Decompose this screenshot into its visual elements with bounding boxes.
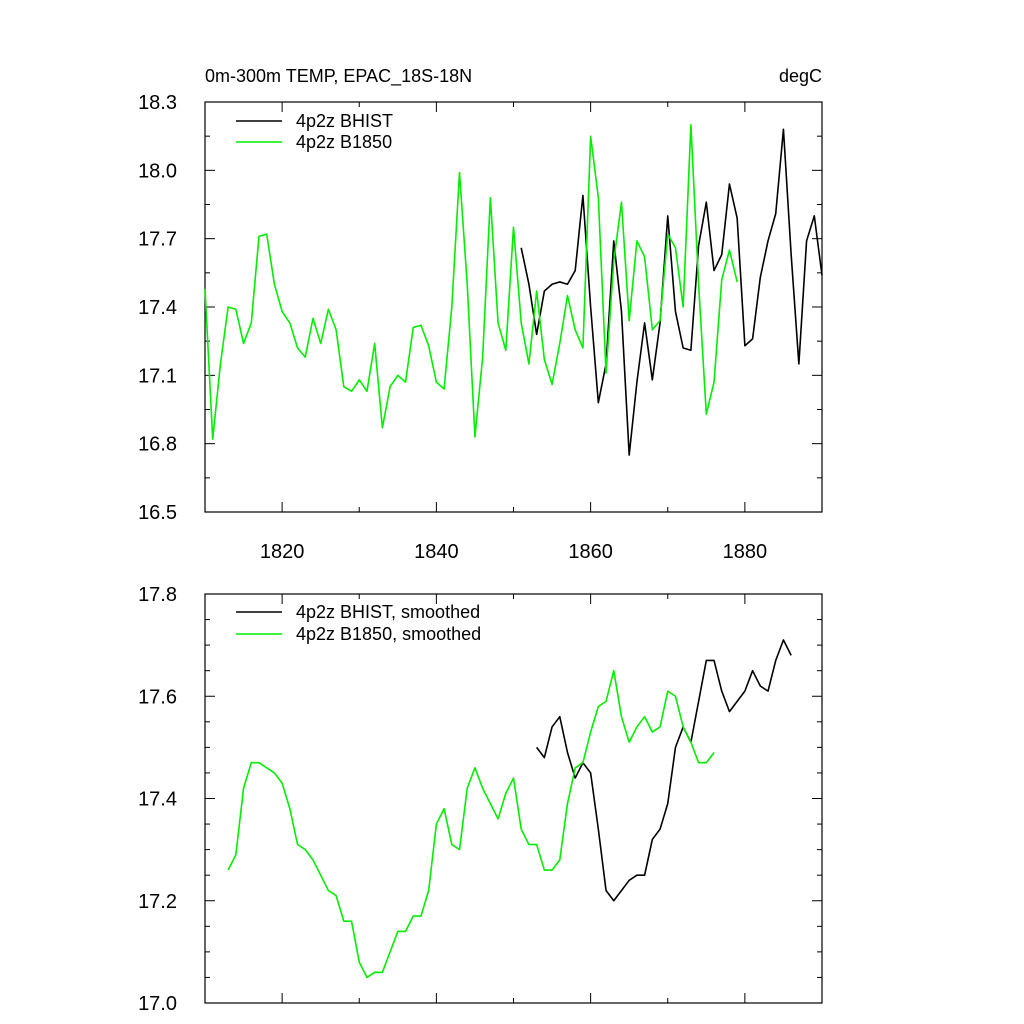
panel-1-ytick-label: 17.1 <box>138 365 177 387</box>
panel-1-series-bhist-line <box>520 128 823 456</box>
panel-1-xtick-label: 1880 <box>723 541 768 563</box>
panel-1-ytick-label: 16.8 <box>138 434 177 456</box>
panel-1-xtick-label: 1860 <box>568 541 613 563</box>
panel-2-ytick-label: 17.2 <box>138 891 177 913</box>
panel-1-ytick-label: 17.4 <box>138 297 177 319</box>
panel-1-xtick-label: 1840 <box>414 541 459 563</box>
chart-title: 0m-300m TEMP, EPAC_18S-18N <box>205 66 472 87</box>
panel-1-ytick-label: 16.5 <box>138 502 177 524</box>
panel-1-series-b1850-line <box>204 123 738 440</box>
panel-1-ytick-label: 18.3 <box>138 92 177 114</box>
panel-1-frame <box>204 101 823 513</box>
legend-label-bhist: 4p2z BHIST <box>296 111 393 131</box>
panel-2-ytick-label: 17.4 <box>138 789 177 811</box>
legend-top: 4p2z BHIST 4p2z B1850 <box>236 111 393 152</box>
units-label: degC <box>779 66 822 86</box>
panel-1-xtick-label: 1820 <box>260 541 305 563</box>
panel-2-ytick-label: 17.8 <box>138 584 177 606</box>
panel-2-ytick-label: 17.0 <box>138 993 177 1015</box>
panel-1-ytick-label: 18.0 <box>138 160 177 182</box>
panel-2-frame <box>204 593 823 1004</box>
legend-label-b1850: 4p2z B1850 <box>296 132 392 152</box>
legend-label-b1850-smoothed: 4p2z B1850, smoothed <box>296 624 481 644</box>
legend-bottom: 4p2z BHIST, smoothed 4p2z B1850, smoothe… <box>236 602 481 644</box>
panel-2-series-bhist-line <box>536 639 792 902</box>
panel-2-ytick-label: 17.6 <box>138 686 177 708</box>
panel-1-ytick-label: 17.7 <box>138 229 177 251</box>
panel-2-series-b1850-line <box>227 669 715 979</box>
legend-label-bhist-smoothed: 4p2z BHIST, smoothed <box>296 602 480 622</box>
